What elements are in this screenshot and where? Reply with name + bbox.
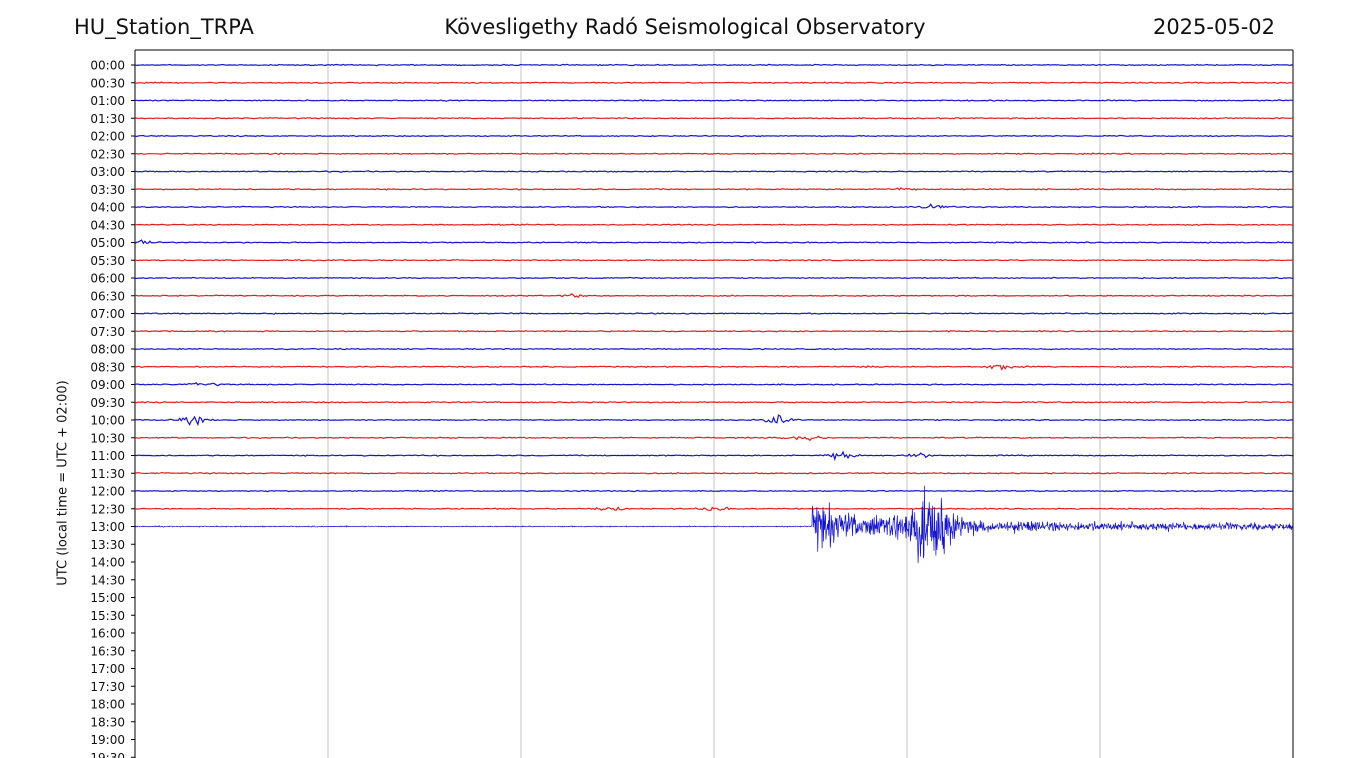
- y-tick-label: 14:30: [90, 573, 125, 587]
- y-tick-label: 04:30: [90, 218, 125, 232]
- trace-0330: [134, 187, 1294, 191]
- y-tick-label: 11:30: [90, 467, 125, 481]
- y-tick-label: 01:30: [90, 112, 125, 126]
- y-tick-label: 02:30: [90, 147, 125, 161]
- trace-1030: [134, 435, 1294, 442]
- y-tick-label: 08:00: [90, 343, 125, 357]
- y-tick-label: 12:30: [90, 502, 125, 516]
- trace-0730: [135, 330, 1294, 333]
- y-tick-label: 16:30: [90, 644, 125, 658]
- y-tick-label: 11:00: [90, 449, 125, 463]
- trace-1230: [134, 506, 1294, 512]
- chart-title: Kövesligethy Radó Seismological Observat…: [444, 15, 926, 39]
- y-tick-label: 17:30: [90, 680, 125, 694]
- trace-0830: [134, 364, 1294, 372]
- y-tick-label: 05:00: [90, 236, 125, 250]
- trace-0130: [134, 117, 1294, 120]
- y-tick-label: 17:00: [90, 662, 125, 676]
- trace-1100: [134, 450, 1294, 462]
- date-label: 2025-05-02: [1152, 15, 1275, 39]
- y-tick-label: 06:30: [90, 289, 125, 303]
- y-tick-label: 07:30: [90, 325, 125, 339]
- y-tick-label: 00:30: [90, 76, 125, 90]
- trace-0930: [135, 401, 1294, 404]
- y-tick-label: 09:30: [90, 396, 125, 410]
- trace-0800: [134, 347, 1294, 351]
- trace-0100: [134, 99, 1294, 102]
- trace-0430: [135, 223, 1293, 227]
- y-tick-label: 09:00: [90, 378, 125, 392]
- y-tick-label: 03:00: [90, 165, 125, 179]
- trace-0630: [135, 293, 1294, 299]
- chart-header: HU_Station_TRPA Kövesligethy Radó Seismo…: [0, 0, 1347, 48]
- trace-1200: [134, 489, 1293, 493]
- y-tick-label: 15:00: [90, 591, 125, 605]
- y-tick-label: 02:00: [90, 130, 125, 144]
- trace-0700: [134, 312, 1294, 315]
- y-tick-label: 06:00: [90, 272, 125, 286]
- y-tick-label: 00:00: [90, 59, 125, 73]
- trace-0300: [134, 170, 1294, 173]
- y-tick-label: 04:00: [90, 201, 125, 215]
- y-tick-label: 07:00: [90, 307, 125, 321]
- trace-0030: [135, 81, 1293, 85]
- y-tick-label: 16:00: [90, 627, 125, 641]
- station-label: HU_Station_TRPA: [74, 15, 254, 39]
- y-tick-label: 18:30: [90, 715, 125, 729]
- y-tick-label: 10:00: [90, 414, 125, 428]
- y-tick-label: 18:00: [90, 698, 125, 712]
- y-tick-label: 15:30: [90, 609, 125, 623]
- y-tick-label: 13:30: [90, 538, 125, 552]
- trace-0600: [134, 276, 1294, 280]
- trace-0000: [134, 63, 1294, 67]
- trace-0200: [134, 134, 1294, 138]
- y-tick-label: 10:30: [90, 431, 125, 445]
- y-tick-label: 03:30: [90, 183, 125, 197]
- trace-1130: [134, 471, 1294, 475]
- trace-0400: [134, 203, 1294, 209]
- trace-1300: [135, 485, 1294, 564]
- y-tick-label: 19:30: [90, 751, 125, 758]
- y-tick-label: 08:30: [90, 360, 125, 374]
- y-tick-label: 13:00: [90, 520, 125, 534]
- trace-0500: [134, 239, 1294, 245]
- y-tick-label: 14:00: [90, 556, 125, 570]
- trace-0900: [134, 382, 1293, 387]
- trace-1000: [134, 414, 1294, 427]
- y-tick-label: 01:00: [90, 94, 125, 108]
- trace-0530: [135, 258, 1294, 262]
- y-tick-label: 05:30: [90, 254, 125, 268]
- trace-0230: [135, 152, 1294, 156]
- y-tick-label: 19:00: [90, 733, 125, 747]
- y-tick-label: 12:00: [90, 485, 125, 499]
